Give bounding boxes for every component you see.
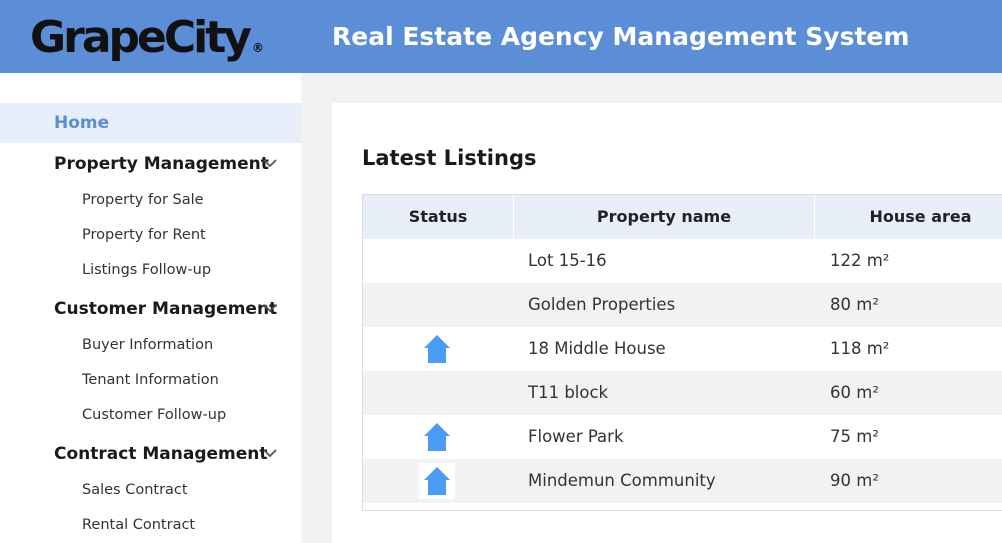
status-cell <box>419 419 455 455</box>
sidebar-item-label: Home <box>54 113 110 133</box>
cell-property-name: T11 block <box>528 383 609 402</box>
table-row[interactable]: Flower Park 75 m² <box>363 415 1002 459</box>
cell-house-area: 90 m² <box>830 471 879 490</box>
house-icon <box>424 467 450 495</box>
sidebar-item-customer-follow-up[interactable]: Customer Follow-up <box>82 407 227 423</box>
cell-property-name: Golden Properties <box>528 295 676 314</box>
app-header: GrapeCity ® Real Estate Agency Management… <box>0 0 1002 73</box>
cell-house-area: 75 m² <box>830 427 879 446</box>
cell-property-name: Mindemun Community <box>528 471 716 490</box>
sidebar-section-label: Contract Management <box>54 444 268 464</box>
logo-text: GrapeCity <box>30 12 252 63</box>
chevron-down-icon <box>263 159 277 168</box>
table-row[interactable]: 18 Middle House 118 m² <box>363 327 1002 371</box>
column-header-house-area[interactable]: House area <box>815 195 1002 239</box>
status-cell <box>419 331 455 367</box>
chevron-down-icon <box>263 449 277 458</box>
chevron-down-icon <box>263 304 277 313</box>
cell-property-name: Lot 15-16 <box>528 251 607 270</box>
grapecity-logo[interactable]: GrapeCity ® <box>30 8 264 78</box>
column-header-status[interactable]: Status <box>363 195 514 239</box>
sidebar-item-property-for-rent[interactable]: Property for Rent <box>82 227 206 243</box>
latest-listings-panel: Latest Listings Status Property name Hou… <box>332 103 1002 543</box>
cell-property-name: Flower Park <box>528 427 624 446</box>
sidebar-section-property-management[interactable]: Property Management <box>0 146 301 182</box>
sidebar-nav: Home Property Management Property for Sa… <box>0 73 301 543</box>
house-icon <box>424 335 450 363</box>
sidebar-item-property-for-sale[interactable]: Property for Sale <box>82 192 204 208</box>
cell-house-area: 80 m² <box>830 295 879 314</box>
column-header-property-name[interactable]: Property name <box>514 195 815 239</box>
cell-house-area: 118 m² <box>830 339 890 358</box>
status-cell <box>419 463 455 499</box>
sidebar-section-label: Customer Management <box>54 299 278 319</box>
house-icon <box>424 423 450 451</box>
registered-mark: ® <box>251 41 264 55</box>
listings-grid[interactable]: Status Property name House area Lot 15-1… <box>362 194 1002 511</box>
sidebar-item-home[interactable]: Home <box>0 103 301 143</box>
cell-house-area: 60 m² <box>830 383 879 402</box>
sidebar-item-tenant-information[interactable]: Tenant Information <box>82 372 219 388</box>
table-row[interactable]: Golden Properties 80 m² <box>363 283 1002 327</box>
section-title: Latest Listings <box>362 146 537 170</box>
sidebar-item-listings-follow-up[interactable]: Listings Follow-up <box>82 262 212 278</box>
sidebar-item-rental-contract[interactable]: Rental Contract <box>82 517 196 533</box>
sidebar-section-customer-management[interactable]: Customer Management <box>0 291 301 327</box>
grid-header: Status Property name House area <box>363 195 1002 239</box>
sidebar-item-sales-contract[interactable]: Sales Contract <box>82 482 188 498</box>
sidebar-section-contract-management[interactable]: Contract Management <box>0 436 301 472</box>
sidebar-section-label: Property Management <box>54 154 269 174</box>
cell-property-name: 18 Middle House <box>528 339 666 358</box>
sidebar-item-buyer-information[interactable]: Buyer Information <box>82 337 214 353</box>
table-row[interactable]: Lot 15-16 122 m² <box>363 239 1002 283</box>
app-title: Real Estate Agency Management System <box>332 22 910 51</box>
table-row[interactable]: T11 block 60 m² <box>363 371 1002 415</box>
cell-house-area: 122 m² <box>830 251 890 270</box>
table-row[interactable]: Mindemun Community 90 m² <box>363 459 1002 503</box>
